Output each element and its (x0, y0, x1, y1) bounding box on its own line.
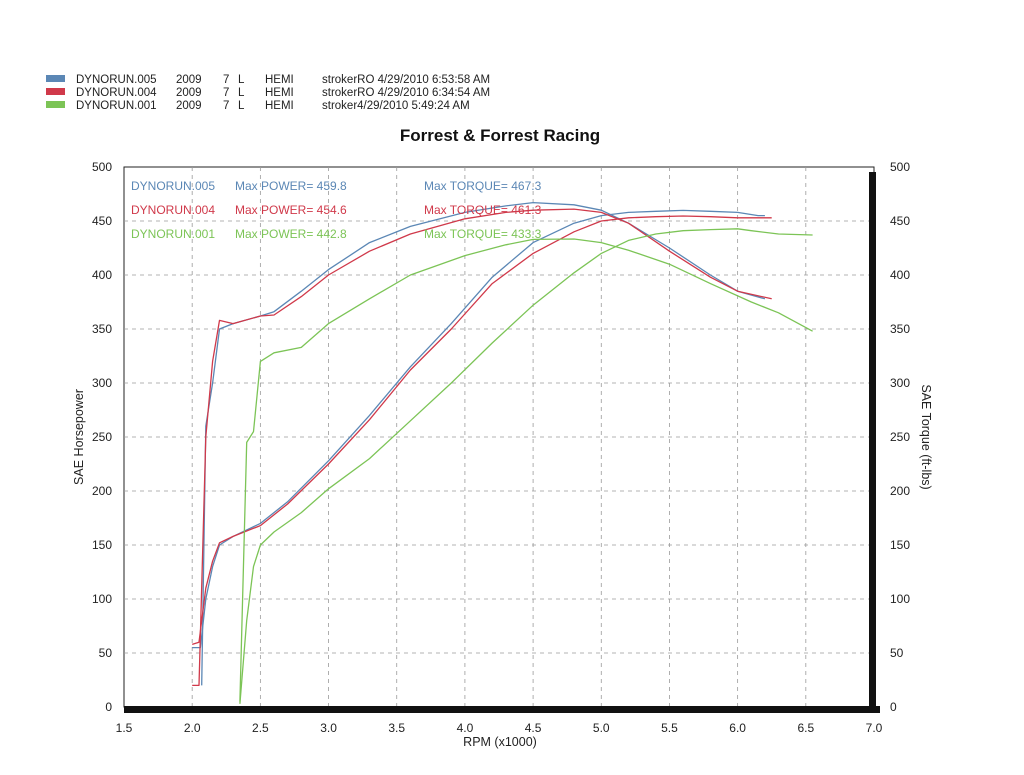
y-tick-label: 300 (92, 376, 112, 390)
max-annotations: DYNORUN.005 Max POWER= 459.8 Max TORQUE= 4… (131, 179, 542, 241)
y2-tick-label: 250 (890, 430, 910, 444)
series-lines (191, 201, 813, 704)
legend-year: 2009 (176, 74, 202, 86)
annotation-run: DYNORUN.004 (131, 203, 215, 217)
y2-tick-label: 400 (890, 268, 910, 282)
legend-year: 2009 (176, 100, 202, 112)
series-dynorun-004-power (191, 215, 772, 646)
y2-tick-label: 0 (890, 700, 897, 714)
annotation-max-torque: Max TORQUE= 433.3 (424, 227, 542, 241)
y2-axis-label: SAE Torque (ft-lbs) (919, 384, 933, 489)
y-tick-label: 100 (92, 592, 112, 606)
series-dynorun-001-torque (239, 238, 813, 702)
series-dynorun-001-power (239, 228, 813, 704)
legend-info: strokerRO 4/29/2010 6:53:58 AM (322, 74, 490, 86)
annotation-run: DYNORUN.001 (131, 227, 215, 241)
annotation-max-torque: Max TORQUE= 467.3 (424, 179, 542, 193)
legend-name: DYNORUN.004 (76, 87, 157, 99)
legend-unit: L (238, 100, 245, 112)
legend-engine: HEMI (265, 74, 294, 86)
x-tick-label: 4.5 (525, 721, 542, 735)
series-dynorun-005-torque (201, 201, 766, 686)
x-tick-label: 5.0 (593, 721, 610, 735)
y2-tick-label: 350 (890, 322, 910, 336)
x-tick-label: 3.5 (388, 721, 405, 735)
legend-name: DYNORUN.005 (76, 74, 157, 86)
y2-tick-label: 100 (890, 592, 910, 606)
chart-title: Forrest & Forrest Racing (400, 126, 600, 145)
legend-engine: HEMI (265, 100, 294, 112)
legend-info: stroker4/29/2010 5:49:24 AM (322, 100, 470, 112)
right-axis-bar (869, 172, 876, 713)
x-tick-label: 2.5 (252, 721, 269, 735)
y-tick-label: 150 (92, 538, 112, 552)
y2-tick-label: 200 (890, 484, 910, 498)
y-tick-label: 450 (92, 214, 112, 228)
legend-unit: L (238, 87, 245, 99)
y-tick-label: 0 (105, 700, 112, 714)
x-tick-label: 7.0 (866, 721, 883, 735)
legend-engine: HEMI (265, 87, 294, 99)
series-dynorun-005-power (192, 209, 765, 649)
legend-size: 7 (223, 100, 229, 112)
y2-tick-label: 50 (890, 646, 904, 660)
legend-unit: L (238, 74, 245, 86)
annotation-max-power: Max POWER= 442.8 (235, 227, 347, 241)
y-tick-label: 250 (92, 430, 112, 444)
y2-tick-label: 300 (890, 376, 910, 390)
x-tick-label: 2.0 (184, 721, 201, 735)
y-tick-label: 400 (92, 268, 112, 282)
y-tick-label: 500 (92, 160, 112, 174)
y2-tick-label: 150 (890, 538, 910, 552)
y2-tick-label: 500 (890, 160, 910, 174)
legend-size: 7 (223, 74, 229, 86)
legend-name: DYNORUN.001 (76, 100, 157, 112)
legend-year: 2009 (176, 87, 202, 99)
legend-size: 7 (223, 87, 229, 99)
x-tick-label: 3.0 (320, 721, 337, 735)
legend-swatch (46, 101, 65, 108)
y-tick-label: 200 (92, 484, 112, 498)
annotation-max-power: Max POWER= 459.8 (235, 179, 347, 193)
x-axis-label: RPM (x1000) (463, 735, 537, 749)
legend: DYNORUN.005 2009 7 L HEMI strokerRO 4/29/2010… (46, 74, 490, 112)
legend-swatch (46, 75, 65, 82)
tick-labels: 1.5 2.0 2.5 3.0 3.5 4.0 4.5 5.0 5.5 6.0 6.5 7.0 0 0 50… (92, 160, 910, 735)
y-tick-label: 350 (92, 322, 112, 336)
x-tick-label: 4.0 (457, 721, 474, 735)
bottom-axis-bar (124, 706, 880, 713)
series-dynorun-004-torque (192, 208, 772, 687)
x-tick-label: 5.5 (661, 721, 678, 735)
legend-info: strokerRO 4/29/2010 6:34:54 AM (322, 87, 490, 99)
x-tick-label: 6.5 (797, 721, 814, 735)
y-axis-label: SAE Horsepower (72, 389, 86, 485)
annotation-max-power: Max POWER= 454.6 (235, 203, 347, 217)
x-tick-label: 1.5 (116, 721, 133, 735)
annotation-max-torque: Max TORQUE= 461.3 (424, 203, 542, 217)
y-tick-label: 50 (99, 646, 113, 660)
legend-swatch (46, 88, 65, 95)
grid (124, 167, 874, 707)
y2-tick-label: 450 (890, 214, 910, 228)
x-tick-label: 6.0 (729, 721, 746, 735)
annotation-run: DYNORUN.005 (131, 179, 215, 193)
